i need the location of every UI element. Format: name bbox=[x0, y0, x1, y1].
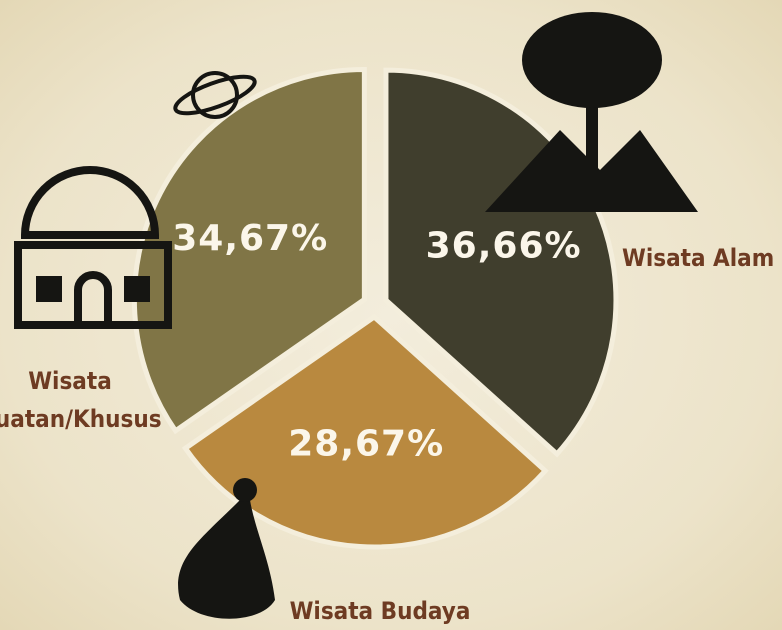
dancer-icon bbox=[178, 478, 275, 619]
category-label: Wisata Buatan/Khusus bbox=[0, 367, 162, 433]
slice-value-label: 28,67% bbox=[288, 424, 444, 465]
tree-mountain-icon bbox=[485, 12, 698, 212]
slice-value-label: 34,67% bbox=[172, 218, 328, 259]
category-label: Wisata Alam bbox=[622, 244, 775, 272]
category-label: Wisata Budaya bbox=[289, 597, 471, 625]
pie-slice bbox=[131, 66, 367, 435]
observatory-icon bbox=[14, 166, 172, 329]
pie-slice bbox=[181, 313, 549, 550]
planet-icon bbox=[173, 71, 257, 119]
slice-value-label: 36,66% bbox=[426, 226, 582, 267]
